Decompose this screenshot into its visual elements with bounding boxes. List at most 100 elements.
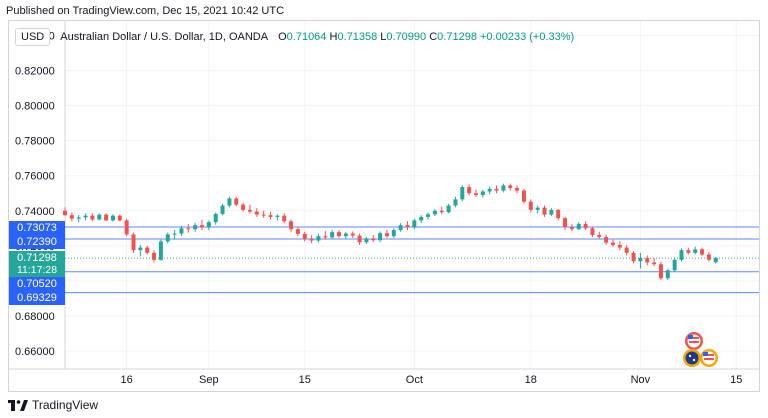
- candle-body: [97, 214, 102, 220]
- candle-body: [535, 207, 540, 210]
- candle: [515, 185, 520, 194]
- currency-box[interactable]: USD: [15, 28, 51, 46]
- candle-body: [652, 262, 657, 265]
- candle-body: [343, 233, 348, 237]
- candle: [412, 218, 417, 230]
- price-tag-line3[interactable]: 0.70520: [9, 277, 65, 291]
- candle-body: [337, 232, 341, 237]
- time-axis: 16Sep15Oct18Nov15Dec20: [121, 374, 743, 386]
- price-tag-current: 0.71298: [9, 251, 65, 265]
- candle: [556, 209, 561, 221]
- candle-body: [69, 215, 74, 219]
- time-tick-label: Sep: [199, 374, 219, 386]
- candle: [604, 234, 609, 245]
- price-tag-line2[interactable]: 0.72390: [9, 235, 65, 249]
- price-tag-line1[interactable]: 0.73073: [9, 221, 65, 235]
- candle: [152, 250, 157, 263]
- high-label: H: [329, 31, 338, 43]
- close-label: C: [429, 31, 438, 43]
- candle: [213, 212, 218, 225]
- candle-body: [124, 220, 129, 235]
- candle-body: [700, 249, 705, 255]
- candle-body: [234, 198, 239, 205]
- candle: [460, 185, 465, 202]
- candle: [282, 213, 287, 224]
- candle: [569, 223, 574, 231]
- candle: [302, 231, 307, 242]
- candle-body: [631, 252, 636, 262]
- candle: [432, 209, 437, 217]
- event-flags: [683, 332, 718, 367]
- candle: [693, 246, 698, 255]
- candle: [521, 188, 526, 204]
- candle: [220, 203, 225, 216]
- candle-body: [515, 187, 520, 191]
- candle: [480, 189, 485, 198]
- candlestick-chart[interactable]: 0.840000.820000.800000.780000.760000.740…: [9, 21, 760, 392]
- candle: [658, 261, 663, 280]
- time-tick-label: 15: [730, 374, 742, 386]
- candle-body: [391, 230, 396, 237]
- candle-body: [165, 234, 170, 242]
- candle: [247, 204, 252, 214]
- tradingview-footer[interactable]: TradingView: [8, 398, 98, 412]
- chart-legend: USD Australian Dollar / U.S. Dollar, 1D,…: [15, 28, 574, 46]
- candle: [234, 196, 239, 207]
- us-flag-icon-2[interactable]: [700, 349, 718, 367]
- candle-body: [460, 187, 465, 200]
- candle: [631, 251, 636, 264]
- candle: [316, 233, 321, 243]
- candle: [446, 203, 451, 214]
- candle: [535, 205, 540, 214]
- price-tag-line4[interactable]: 0.69329: [9, 291, 65, 305]
- candle: [426, 212, 431, 220]
- time-tick-label: 16: [121, 374, 133, 386]
- candle-body: [487, 188, 492, 192]
- candle-body: [323, 236, 328, 238]
- candle: [549, 208, 554, 217]
- candle: [104, 213, 109, 222]
- candle: [405, 221, 410, 231]
- low-label: L: [380, 31, 387, 43]
- candle-body: [172, 233, 177, 235]
- chart-frame[interactable]: 0.840000.820000.800000.780000.760000.740…: [8, 20, 760, 392]
- candle-body: [426, 214, 431, 217]
- candle: [309, 235, 314, 244]
- candle: [679, 248, 684, 262]
- candle: [706, 251, 711, 262]
- candle: [583, 221, 588, 231]
- candle: [638, 252, 643, 269]
- candle: [508, 183, 513, 191]
- candle: [384, 229, 389, 238]
- candle-body: [378, 233, 383, 241]
- price-tick-label: 0.74000: [15, 206, 55, 218]
- candle-body: [686, 250, 691, 253]
- candle-body: [241, 204, 246, 210]
- time-tick-label: Oct: [406, 374, 423, 386]
- grid-layer: [9, 21, 759, 370]
- candles-layer: [63, 183, 718, 280]
- candle: [371, 234, 376, 242]
- us-flag-icon[interactable]: [685, 332, 703, 350]
- candle-body: [432, 210, 437, 215]
- candle: [110, 214, 115, 222]
- candle: [597, 231, 602, 239]
- candle-body: [446, 205, 451, 213]
- candle-body: [713, 258, 718, 263]
- au-flag-icon[interactable]: [683, 349, 701, 367]
- candle: [378, 231, 383, 242]
- candle: [713, 257, 718, 264]
- candle: [268, 211, 273, 220]
- candle: [576, 222, 581, 231]
- low-value: 0.70990: [386, 31, 427, 43]
- price-axis: 0.840000.820000.800000.780000.760000.740…: [15, 31, 55, 358]
- candle: [364, 237, 369, 245]
- candle-body: [453, 199, 458, 206]
- open-label: O: [278, 31, 287, 43]
- candle-body: [412, 220, 417, 228]
- candle: [487, 186, 492, 195]
- tradingview-logo-icon: [8, 399, 28, 411]
- candle: [63, 207, 67, 217]
- candle-body: [63, 210, 67, 216]
- candle-body: [138, 247, 143, 251]
